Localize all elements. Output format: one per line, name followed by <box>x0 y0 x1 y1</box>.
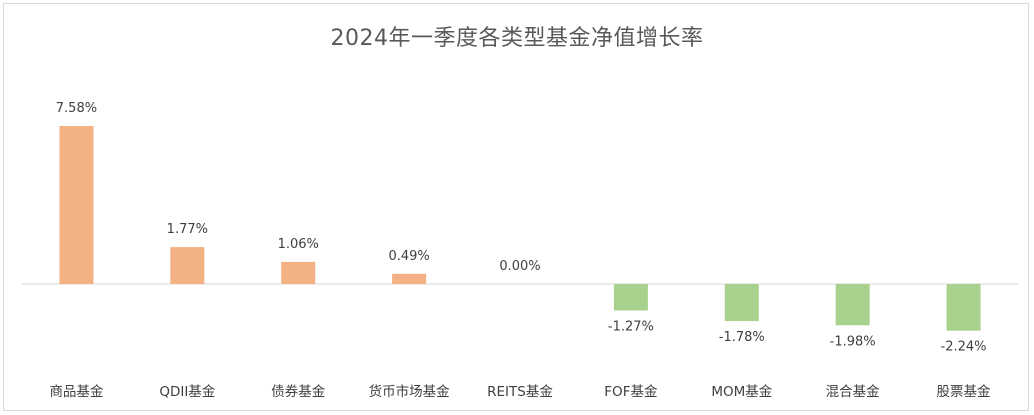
bar <box>281 261 316 284</box>
data-label: -1.98% <box>830 334 876 349</box>
category-label: 货币市场基金 <box>369 383 450 400</box>
category-label: REITS基金 <box>487 383 553 400</box>
bar <box>835 284 870 326</box>
category-label: 债券基金 <box>271 383 325 400</box>
bar <box>59 126 94 284</box>
data-label: 0.49% <box>388 249 429 264</box>
data-label: -2.24% <box>941 340 987 355</box>
bar <box>613 284 648 311</box>
category-label: MOM基金 <box>711 383 772 400</box>
data-label: 0.00% <box>499 259 540 274</box>
bar <box>724 284 759 322</box>
data-label: 1.77% <box>167 222 208 237</box>
data-label: -1.78% <box>719 330 765 345</box>
category-label: FOF基金 <box>604 383 658 400</box>
category-label: QDII基金 <box>159 383 215 400</box>
category-label: 商品基金 <box>49 383 103 400</box>
data-label: 7.58% <box>56 101 97 116</box>
data-label: 1.06% <box>278 237 319 252</box>
category-label: 混合基金 <box>826 383 880 400</box>
chart-frame <box>3 3 1029 411</box>
bar <box>170 247 205 284</box>
data-label: -1.27% <box>608 319 654 334</box>
chart-title: 2024年一季度各类型基金净值增长率 <box>330 26 704 51</box>
bar <box>392 273 427 284</box>
category-label: 股票基金 <box>937 383 991 400</box>
bar <box>946 284 981 331</box>
